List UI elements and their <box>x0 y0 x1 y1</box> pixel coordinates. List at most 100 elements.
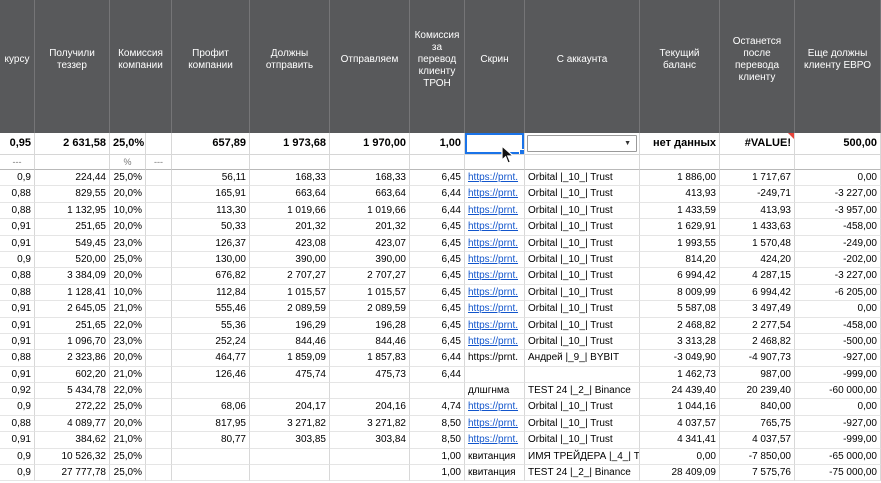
cell-commission[interactable]: 25,0% <box>110 448 146 466</box>
cell-account[interactable]: TEST 24 |_2_| Binance <box>525 465 640 482</box>
cell-must-send[interactable]: 168,33 <box>250 170 330 187</box>
cell-spacer[interactable] <box>146 399 172 416</box>
cell-owed-eur[interactable]: -999,00 <box>795 366 881 384</box>
cell-sending[interactable] <box>330 448 410 466</box>
cell-balance[interactable]: 28 409,09 <box>640 465 720 482</box>
cell-must-send[interactable]: 3 271,82 <box>250 415 330 433</box>
screenshot-link[interactable]: https://prnt. <box>468 237 519 249</box>
cell-received[interactable]: 2 323,86 <box>35 350 110 367</box>
account-dropdown[interactable]: ▼ <box>527 135 637 152</box>
cell-commission[interactable]: 25,0% <box>110 251 146 269</box>
cell-screen[interactable]: https://prnt. <box>465 202 525 220</box>
cell-balance[interactable]: 4 341,41 <box>640 432 720 449</box>
cell-owed-eur[interactable]: -6 205,00 <box>795 284 881 302</box>
summary-owed-eur[interactable]: 500,00 <box>795 133 881 155</box>
cell-balance[interactable]: 4 037,57 <box>640 415 720 433</box>
summary-sending[interactable]: 1 970,00 <box>330 133 410 155</box>
column-header-profit[interactable]: Профит компании <box>172 0 250 133</box>
cell-screen[interactable]: https://prnt. <box>465 432 525 449</box>
cell-after-transfer[interactable]: 765,75 <box>720 415 795 433</box>
cell-account[interactable]: Orbital |_10_| Trust <box>525 251 640 269</box>
cell-rate[interactable]: 0,91 <box>0 366 35 384</box>
cell-balance[interactable]: 814,20 <box>640 251 720 269</box>
cell-tron-fee[interactable]: 6,44 <box>410 366 465 384</box>
cell-owed-eur[interactable]: -500,00 <box>795 333 881 351</box>
cell-spacer[interactable] <box>146 383 172 400</box>
marker-empty[interactable] <box>465 155 525 170</box>
cell-balance[interactable]: 8 009,99 <box>640 284 720 302</box>
cell-must-send[interactable]: 844,46 <box>250 333 330 351</box>
cell-rate[interactable]: 0,9 <box>0 448 35 466</box>
marker-empty[interactable] <box>640 155 720 170</box>
marker-empty[interactable] <box>172 155 250 170</box>
cell-spacer[interactable] <box>146 268 172 285</box>
cell-sending[interactable]: 3 271,82 <box>330 415 410 433</box>
marker-commission[interactable]: % <box>110 155 146 170</box>
cell-commission[interactable]: 21,0% <box>110 432 146 449</box>
cell-tron-fee[interactable]: 6,45 <box>410 333 465 351</box>
cell-must-send[interactable]: 423,08 <box>250 235 330 252</box>
cell-profit[interactable] <box>172 465 250 482</box>
column-header-commission[interactable]: Комиссия компании <box>110 0 172 133</box>
cell-account[interactable]: Orbital |_10_| Trust <box>525 219 640 236</box>
cell-account[interactable]: ИМЯ ТРЕЙДЕРА |_4_| Т <box>525 448 640 466</box>
cell-sending[interactable]: 1 015,57 <box>330 284 410 302</box>
screenshot-link[interactable]: https://prnt. <box>468 188 519 200</box>
column-header-after-transfer[interactable]: Останется после перевода клиенту <box>720 0 795 133</box>
summary-profit[interactable]: 657,89 <box>172 133 250 155</box>
cell-rate[interactable]: 0,91 <box>0 235 35 252</box>
cell-commission[interactable]: 25,0% <box>110 170 146 187</box>
fill-handle[interactable] <box>519 149 524 154</box>
cell-spacer[interactable] <box>146 202 172 220</box>
cell-balance[interactable]: 0,00 <box>640 448 720 466</box>
cell-spacer[interactable] <box>146 448 172 466</box>
cell-account[interactable]: Orbital |_10_| Trust <box>525 399 640 416</box>
cell-received[interactable]: 27 777,78 <box>35 465 110 482</box>
cell-account[interactable]: Orbital |_10_| Trust <box>525 202 640 220</box>
cell-balance[interactable]: 6 994,42 <box>640 268 720 285</box>
marker-empty[interactable] <box>795 155 881 170</box>
screenshot-link[interactable]: https://prnt. <box>468 335 519 347</box>
cell-spacer[interactable] <box>146 415 172 433</box>
cell-tron-fee[interactable]: 8,50 <box>410 432 465 449</box>
cell-received[interactable]: 4 089,77 <box>35 415 110 433</box>
marker-empty[interactable] <box>330 155 410 170</box>
cell-profit[interactable]: 555,46 <box>172 301 250 318</box>
screenshot-link[interactable]: https://prnt. <box>468 204 519 216</box>
cell-screen[interactable]: квитанция <box>465 448 525 466</box>
cell-sending[interactable]: 390,00 <box>330 251 410 269</box>
cell-profit[interactable]: 80,77 <box>172 432 250 449</box>
cell-profit[interactable]: 113,30 <box>172 202 250 220</box>
cell-after-transfer[interactable]: 2 468,82 <box>720 333 795 351</box>
cell-screen[interactable]: https://prnt. <box>465 219 525 236</box>
cell-sending[interactable]: 303,84 <box>330 432 410 449</box>
cell-balance[interactable]: 413,93 <box>640 186 720 203</box>
cell-screen[interactable]: https://prnt. <box>465 170 525 187</box>
cell-rate[interactable]: 0,91 <box>0 317 35 334</box>
cell-spacer[interactable] <box>146 186 172 203</box>
cell-rate[interactable]: 0,91 <box>0 301 35 318</box>
cell-screen[interactable]: длшгнма <box>465 383 525 400</box>
cell-tron-fee[interactable]: 6,45 <box>410 317 465 334</box>
cell-profit[interactable]: 676,82 <box>172 268 250 285</box>
cell-balance[interactable]: 1 993,55 <box>640 235 720 252</box>
cell-must-send[interactable]: 196,29 <box>250 317 330 334</box>
cell-owed-eur[interactable]: 0,00 <box>795 301 881 318</box>
cell-after-transfer[interactable]: 987,00 <box>720 366 795 384</box>
summary-balance[interactable]: нет данных <box>640 133 720 155</box>
cell-commission[interactable]: 23,0% <box>110 235 146 252</box>
cell-commission[interactable]: 20,0% <box>110 186 146 203</box>
cell-profit[interactable]: 50,33 <box>172 219 250 236</box>
cell-spacer[interactable] <box>146 317 172 334</box>
cell-screen[interactable]: https://prnt. <box>465 399 525 416</box>
cell-tron-fee[interactable]: 1,00 <box>410 448 465 466</box>
cell-spacer[interactable] <box>146 301 172 318</box>
screenshot-link[interactable]: https://prnt. <box>468 319 519 331</box>
marker-empty[interactable] <box>525 155 640 170</box>
cell-screen[interactable]: https://prnt. <box>465 186 525 203</box>
cell-commission[interactable]: 25,0% <box>110 465 146 482</box>
cell-spacer[interactable] <box>146 235 172 252</box>
cell-spacer[interactable] <box>146 350 172 367</box>
screenshot-link[interactable]: https://prnt. <box>468 172 519 183</box>
screenshot-link[interactable]: https://prnt. <box>468 434 519 446</box>
